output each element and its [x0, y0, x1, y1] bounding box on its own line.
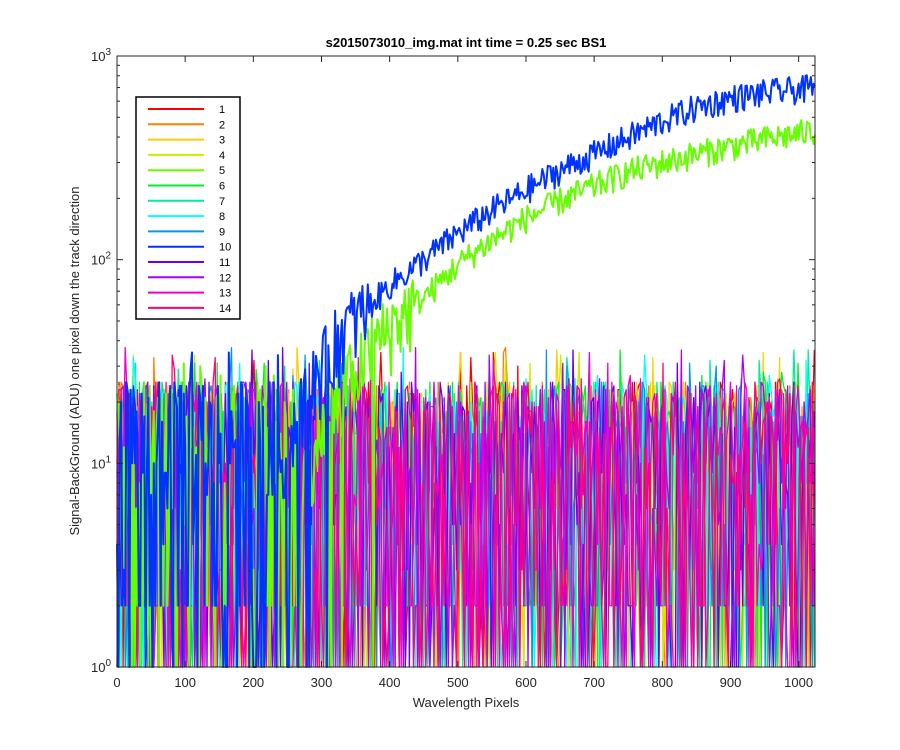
y-tick-label: 103 [91, 47, 111, 64]
ticks-layer: 0 100 200 300 400 500 600 700 800 900 100010010110… [91, 47, 815, 690]
series-line-10 [116, 74, 816, 668]
legend-label-5: 5 [219, 165, 225, 177]
chart-title: s2015073010_img.mat int time = 0.25 sec … [326, 35, 607, 50]
x-tick-label: 1000 [784, 675, 813, 690]
x-tick-label: 600 [515, 675, 537, 690]
x-tick-label: 200 [242, 675, 264, 690]
y-tick-base: 10 [91, 49, 105, 64]
y-tick-label: 101 [91, 454, 111, 471]
legend-label-4: 4 [219, 150, 225, 162]
legend-label-7: 7 [219, 196, 225, 208]
legend-label-3: 3 [219, 135, 225, 147]
x-tick-label: 0 [113, 675, 120, 690]
x-tick-label: 500 [447, 675, 469, 690]
legend-label-1: 1 [219, 104, 225, 116]
y-tick-exponent: 0 [105, 658, 111, 669]
y-tick-exponent: 3 [105, 47, 111, 58]
series-line-5 [116, 119, 816, 668]
x-tick-label: 100 [174, 675, 196, 690]
x-tick-label: 900 [720, 675, 742, 690]
y-tick-label: 102 [91, 251, 111, 268]
y-axis-label: Signal-BackGround (ADU) one pixel down t… [67, 186, 82, 535]
x-tick-label: 400 [379, 675, 401, 690]
y-tick-exponent: 2 [105, 251, 111, 262]
series-line-14 [116, 354, 815, 668]
y-tick-base: 10 [91, 253, 105, 268]
legend-label-10: 10 [219, 242, 231, 254]
y-tick-base: 10 [91, 660, 105, 675]
legend-label-14: 14 [219, 303, 231, 315]
y-tick-exponent: 1 [105, 454, 111, 465]
y-tick-label: 100 [91, 658, 111, 675]
legend-box [135, 96, 241, 320]
x-tick-label: 700 [583, 675, 605, 690]
plot-frame [116, 55, 816, 668]
x-tick-label: 300 [311, 675, 333, 690]
legend-label-9: 9 [219, 226, 225, 238]
legend-label-2: 2 [219, 119, 225, 131]
y-tick-base: 10 [91, 456, 105, 471]
x-axis-label: Wavelength Pixels [413, 695, 520, 710]
series-layer [116, 74, 816, 668]
legend-label-13: 13 [219, 288, 231, 300]
legend-label-12: 12 [219, 272, 231, 284]
legend-label-6: 6 [219, 181, 225, 193]
legend-label-11: 11 [219, 257, 230, 269]
legend-label-8: 8 [219, 211, 225, 223]
x-tick-label: 800 [651, 675, 673, 690]
